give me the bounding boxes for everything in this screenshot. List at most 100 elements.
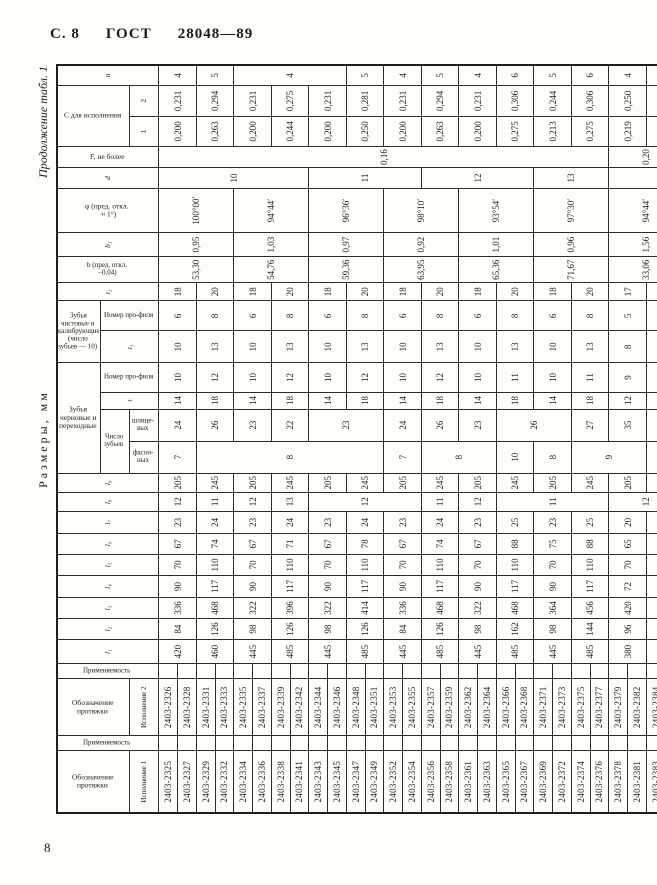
cell-t1: 13 xyxy=(421,330,459,363)
cell-t2: 20 xyxy=(196,282,234,301)
cell-C1: 0,200 xyxy=(158,116,197,147)
cell-l3: 420 xyxy=(608,597,647,619)
cell-l5: 110 xyxy=(196,554,234,576)
cell-l4: 117 xyxy=(421,575,459,598)
header-profile-number-finish: Номер про-филя xyxy=(100,300,159,331)
cell-C1: 0,275 xyxy=(571,116,609,147)
cell-t2: 18 xyxy=(646,282,657,301)
cell-prof_rough: 10 xyxy=(308,362,347,393)
cell-isp2: 2403-2375 xyxy=(571,678,591,736)
cell-C1: 0,263 xyxy=(196,116,234,147)
cell-C1: 0,275 xyxy=(496,116,534,147)
cell-isp1: 2403-2327 xyxy=(177,750,197,813)
cell-l5: 70 xyxy=(608,554,647,576)
cell-l3: 336 xyxy=(383,597,422,619)
cell-isp2: 2403-2362 xyxy=(458,678,478,736)
cell-prim2 xyxy=(627,663,647,679)
header-l5: l₅ xyxy=(57,554,159,576)
table-body: 2403-2325 2403-2326 420 84 336 90 70 67 23 12 205 7… xyxy=(158,65,657,813)
cell-isp1: 2403-2356 xyxy=(421,750,441,813)
cell-isp2: 2403-2373 xyxy=(552,678,572,736)
cell-prim1 xyxy=(477,735,497,751)
page-header: С. 8 ГОСТ 28048—89 xyxy=(50,26,279,43)
header-version-2: Исполнение 2 xyxy=(129,678,159,736)
cell-isp1: 2403-2338 xyxy=(271,750,291,813)
cell-l1: 485 xyxy=(421,639,459,664)
cell-n: 5 xyxy=(421,65,459,86)
cell-spline: 35 xyxy=(608,409,647,442)
cell-l9: 205 xyxy=(308,473,347,493)
cell-l2: 98 xyxy=(308,618,347,640)
cell-prof_rough: 9 xyxy=(608,362,647,393)
cell-prof_rough: 10 xyxy=(383,362,422,393)
cell-C2: 0,275 xyxy=(271,85,309,117)
cell-prim1 xyxy=(252,735,272,751)
cell-prim1 xyxy=(215,735,234,751)
cell-d xyxy=(608,167,657,189)
cell-t2: 18 xyxy=(308,282,347,301)
header-spline-teeth: шлице-вых xyxy=(129,409,159,442)
cell-prim1 xyxy=(365,735,384,751)
header-C2: 2 xyxy=(129,85,159,117)
cell-l3: 480 xyxy=(646,597,657,619)
cell-t2: 18 xyxy=(458,282,497,301)
cell-t1: 13 xyxy=(196,330,234,363)
cell-t2: 18 xyxy=(158,282,197,301)
cell-C1: 0,200 xyxy=(383,116,422,147)
header-l4: l₄ xyxy=(57,575,159,598)
header-designation-1: Обозначение протяжки xyxy=(57,750,130,813)
cell-t: 18 xyxy=(196,392,234,410)
cell-l5: 70 xyxy=(383,554,422,576)
cell-n: 5 xyxy=(533,65,572,86)
cell-C2: 0,306 xyxy=(571,85,609,117)
cell-l3: 322 xyxy=(458,597,497,619)
cell-prim2 xyxy=(327,663,347,679)
cell-prim2 xyxy=(402,663,422,679)
cell-l3: 468 xyxy=(421,597,459,619)
cell-l4: 90 xyxy=(458,575,497,598)
cell-l5: 110 xyxy=(496,554,534,576)
cell-l8: 11 xyxy=(496,492,609,512)
cell-spline: 24 xyxy=(383,409,422,442)
cell-l4: 117 xyxy=(271,575,309,598)
cell-l9: 215 xyxy=(646,473,657,493)
cell-prim2 xyxy=(196,663,216,679)
cell-t: 14 xyxy=(533,392,572,410)
cell-t1: 10 xyxy=(308,330,347,363)
cell-isp2: 2403-2326 xyxy=(158,678,178,736)
cell-isp2: 2403-2339 xyxy=(271,678,291,736)
cell-C1: 0,200 xyxy=(308,116,347,147)
cell-isp1: 2403-2336 xyxy=(252,750,272,813)
cell-n: 5 xyxy=(196,65,234,86)
cell-n: 5 xyxy=(346,65,384,86)
cell-C2: 0,250 xyxy=(608,85,647,117)
cell-isp2: 2403-2377 xyxy=(590,678,609,736)
cell-prim2 xyxy=(383,663,403,679)
cell-l6: 65 xyxy=(608,533,647,555)
cell-phi: 94°44′ xyxy=(233,188,309,233)
cell-isp1: 2403-2365 xyxy=(496,750,516,813)
cell-l2: 84 xyxy=(158,618,197,640)
cell-l1: 445 xyxy=(383,639,422,664)
cell-l1: 485 xyxy=(571,639,609,664)
cell-t1: 10 xyxy=(383,330,422,363)
cell-isp1: 2403-2369 xyxy=(533,750,553,813)
cell-isp1: 2403-2367 xyxy=(515,750,534,813)
cell-spline: 22 xyxy=(271,409,309,442)
cell-prim1 xyxy=(158,735,178,751)
cell-isp1: 2403-2343 xyxy=(308,750,328,813)
cell-l9: 205 xyxy=(458,473,497,493)
cell-b: 71,67 xyxy=(533,256,609,283)
cell-b: 65,36 xyxy=(458,256,534,283)
cell-prof_rough: 12 xyxy=(421,362,459,393)
cell-prof_finish: 6 xyxy=(233,300,272,331)
cell-l1: 485 xyxy=(346,639,384,664)
cell-t: 14 xyxy=(458,392,497,410)
cell-l1: 445 xyxy=(533,639,572,664)
cell-isp1: 2403-2341 xyxy=(290,750,309,813)
cell-prim2 xyxy=(590,663,609,679)
cell-isp1: 2403-2372 xyxy=(552,750,572,813)
header-C-group: С для исполнения xyxy=(57,85,130,147)
cell-isp2: 2403-2348 xyxy=(346,678,366,736)
cell-isp1: 2403-2374 xyxy=(571,750,591,813)
